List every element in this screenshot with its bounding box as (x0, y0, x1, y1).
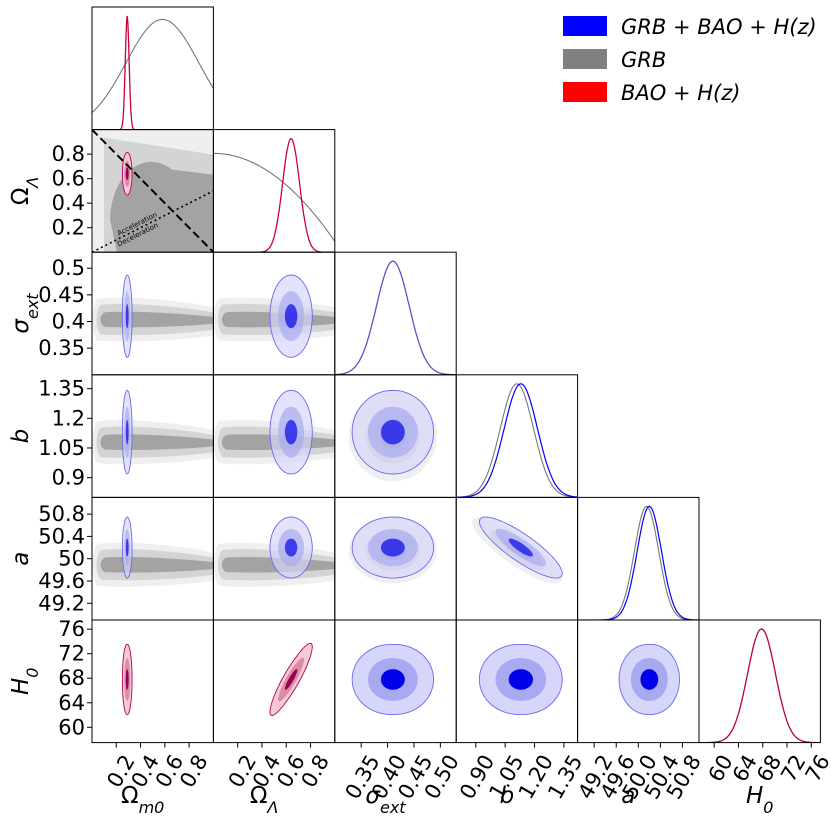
y-tick-label-a-3: 50.4 (38, 524, 85, 548)
x-tick-label-Om-3: 0.8 (175, 751, 212, 792)
y-tick-label-sig-3: 0.5 (52, 256, 85, 280)
y-tick-label-OL-2: 0.6 (52, 167, 85, 191)
combined-contour-2_1-2 (284, 304, 298, 329)
y-tick-label-OL-1: 0.4 (52, 191, 85, 215)
y-tick-label-b-2: 1.2 (52, 406, 85, 430)
panel-frame-0-0 (91, 6, 214, 131)
legend-entry-bao-hz: BAO + H(z) (563, 81, 740, 105)
combined-contour-2_0-2 (125, 304, 129, 329)
combined-contour-3_1-2 (284, 419, 298, 445)
y-tick-label-sig-2: 0.45 (38, 283, 85, 307)
y-tick-label-b-3: 1.35 (38, 377, 85, 401)
y-tick-label-H0-4: 76 (58, 617, 85, 641)
y-tick-label-H0-2: 68 (58, 666, 85, 690)
legend-entry-grb: GRB (563, 48, 666, 72)
flat-universe-line (92, 129, 214, 253)
y-tick-label-H0-0: 60 (58, 715, 85, 739)
y-tick-label-OL-0: 0.2 (52, 216, 85, 240)
y-tick-label-H0-3: 72 (58, 642, 85, 666)
x-axis-label-H0: H0 (746, 783, 773, 817)
grb-pdf-b (456, 383, 578, 498)
y-axis-label-sig: σext (8, 293, 42, 334)
y-tick-label-OL-3: 0.8 (52, 142, 85, 166)
legend-entry-combined: GRB + BAO + H(z) (563, 15, 817, 39)
grb-pdf-om (92, 18, 214, 113)
panel-frame-3-3 (455, 374, 579, 498)
bao-hz-contour-5_0-2 (125, 669, 129, 690)
legend-label-bao-hz: BAO + H(z) (621, 81, 740, 105)
legend-swatch-combined (563, 16, 607, 36)
grb-contour-om-ol-2 (110, 161, 214, 253)
y-tick-label-b-0: 0.9 (52, 466, 85, 490)
combined-contour-5_2-2 (380, 669, 405, 690)
bao-hz-pdf-om (92, 15, 214, 130)
legend-label-combined: GRB + BAO + H(z) (621, 15, 817, 39)
combined-pdf-a (577, 505, 699, 620)
x-axis-label-a: a (621, 783, 635, 809)
legend: GRB + BAO + H(z) GRB BAO + H(z) (563, 15, 817, 105)
y-tick-label-sig-1: 0.4 (52, 309, 85, 333)
legend-swatch-bao-hz (563, 82, 607, 102)
y-tick-label-b-1: 1.05 (38, 436, 85, 460)
panel-frame-5-5 (698, 619, 821, 744)
y-axis-label-a: a (8, 552, 34, 566)
combined-pdf-b (456, 383, 578, 498)
y-tick-label-a-4: 50.8 (38, 502, 85, 526)
combined-contour-5_4-2 (640, 669, 659, 690)
panel-frame-5-0 (91, 619, 214, 744)
x-tick-label-OL-3: 0.8 (297, 751, 334, 792)
combined-contour-4_0-2 (125, 538, 129, 557)
x-tick-label-H0-4: 76 (801, 751, 831, 786)
combined-contour-5_3-2 (508, 669, 533, 690)
legend-label-grb: GRB (621, 48, 666, 72)
y-tick-label-a-0: 49.2 (38, 591, 85, 615)
y-axis-label-H0: H0 (8, 668, 42, 695)
x-axis-label-Om: Ωm0 (121, 783, 164, 817)
combined-contour-4_2-2 (380, 538, 405, 557)
bao-hz-pdf-h0 (699, 628, 821, 743)
grb-pdf-ol (213, 152, 335, 242)
legend-swatch-grb (563, 49, 607, 69)
y-tick-label-sig-0: 0.35 (38, 336, 85, 360)
panel-frame-5-1 (212, 619, 336, 744)
x-axis-label-OL: ΩΛ (250, 783, 279, 817)
grb-pdf-a (577, 505, 699, 620)
x-axis-label-sig: σext (365, 783, 406, 817)
bao-hz-contour-1_0-2 (125, 167, 129, 180)
panel-frame-4-4 (577, 496, 700, 621)
panel-frame-1-1 (212, 129, 336, 253)
y-axis-label-b: b (8, 429, 34, 444)
bao-hz-contour-5_1-2 (284, 669, 298, 690)
combined-contour-3_2-2 (380, 419, 405, 445)
y-tick-label-a-2: 50 (58, 547, 85, 571)
grb-pdf-sig (334, 260, 457, 375)
y-axis-label-OL: ΩΛ (8, 177, 42, 206)
y-tick-label-H0-1: 64 (58, 691, 85, 715)
x-axis-label-b: b (500, 783, 515, 809)
panel-frame-2-2 (334, 251, 457, 376)
combined-contour-4_3-2 (508, 538, 533, 557)
combined-contour-4_1-2 (284, 538, 298, 557)
combined-contour-3_0-2 (125, 419, 129, 445)
y-tick-label-a-1: 49.6 (38, 569, 85, 593)
combined-pdf-sig (334, 260, 457, 375)
